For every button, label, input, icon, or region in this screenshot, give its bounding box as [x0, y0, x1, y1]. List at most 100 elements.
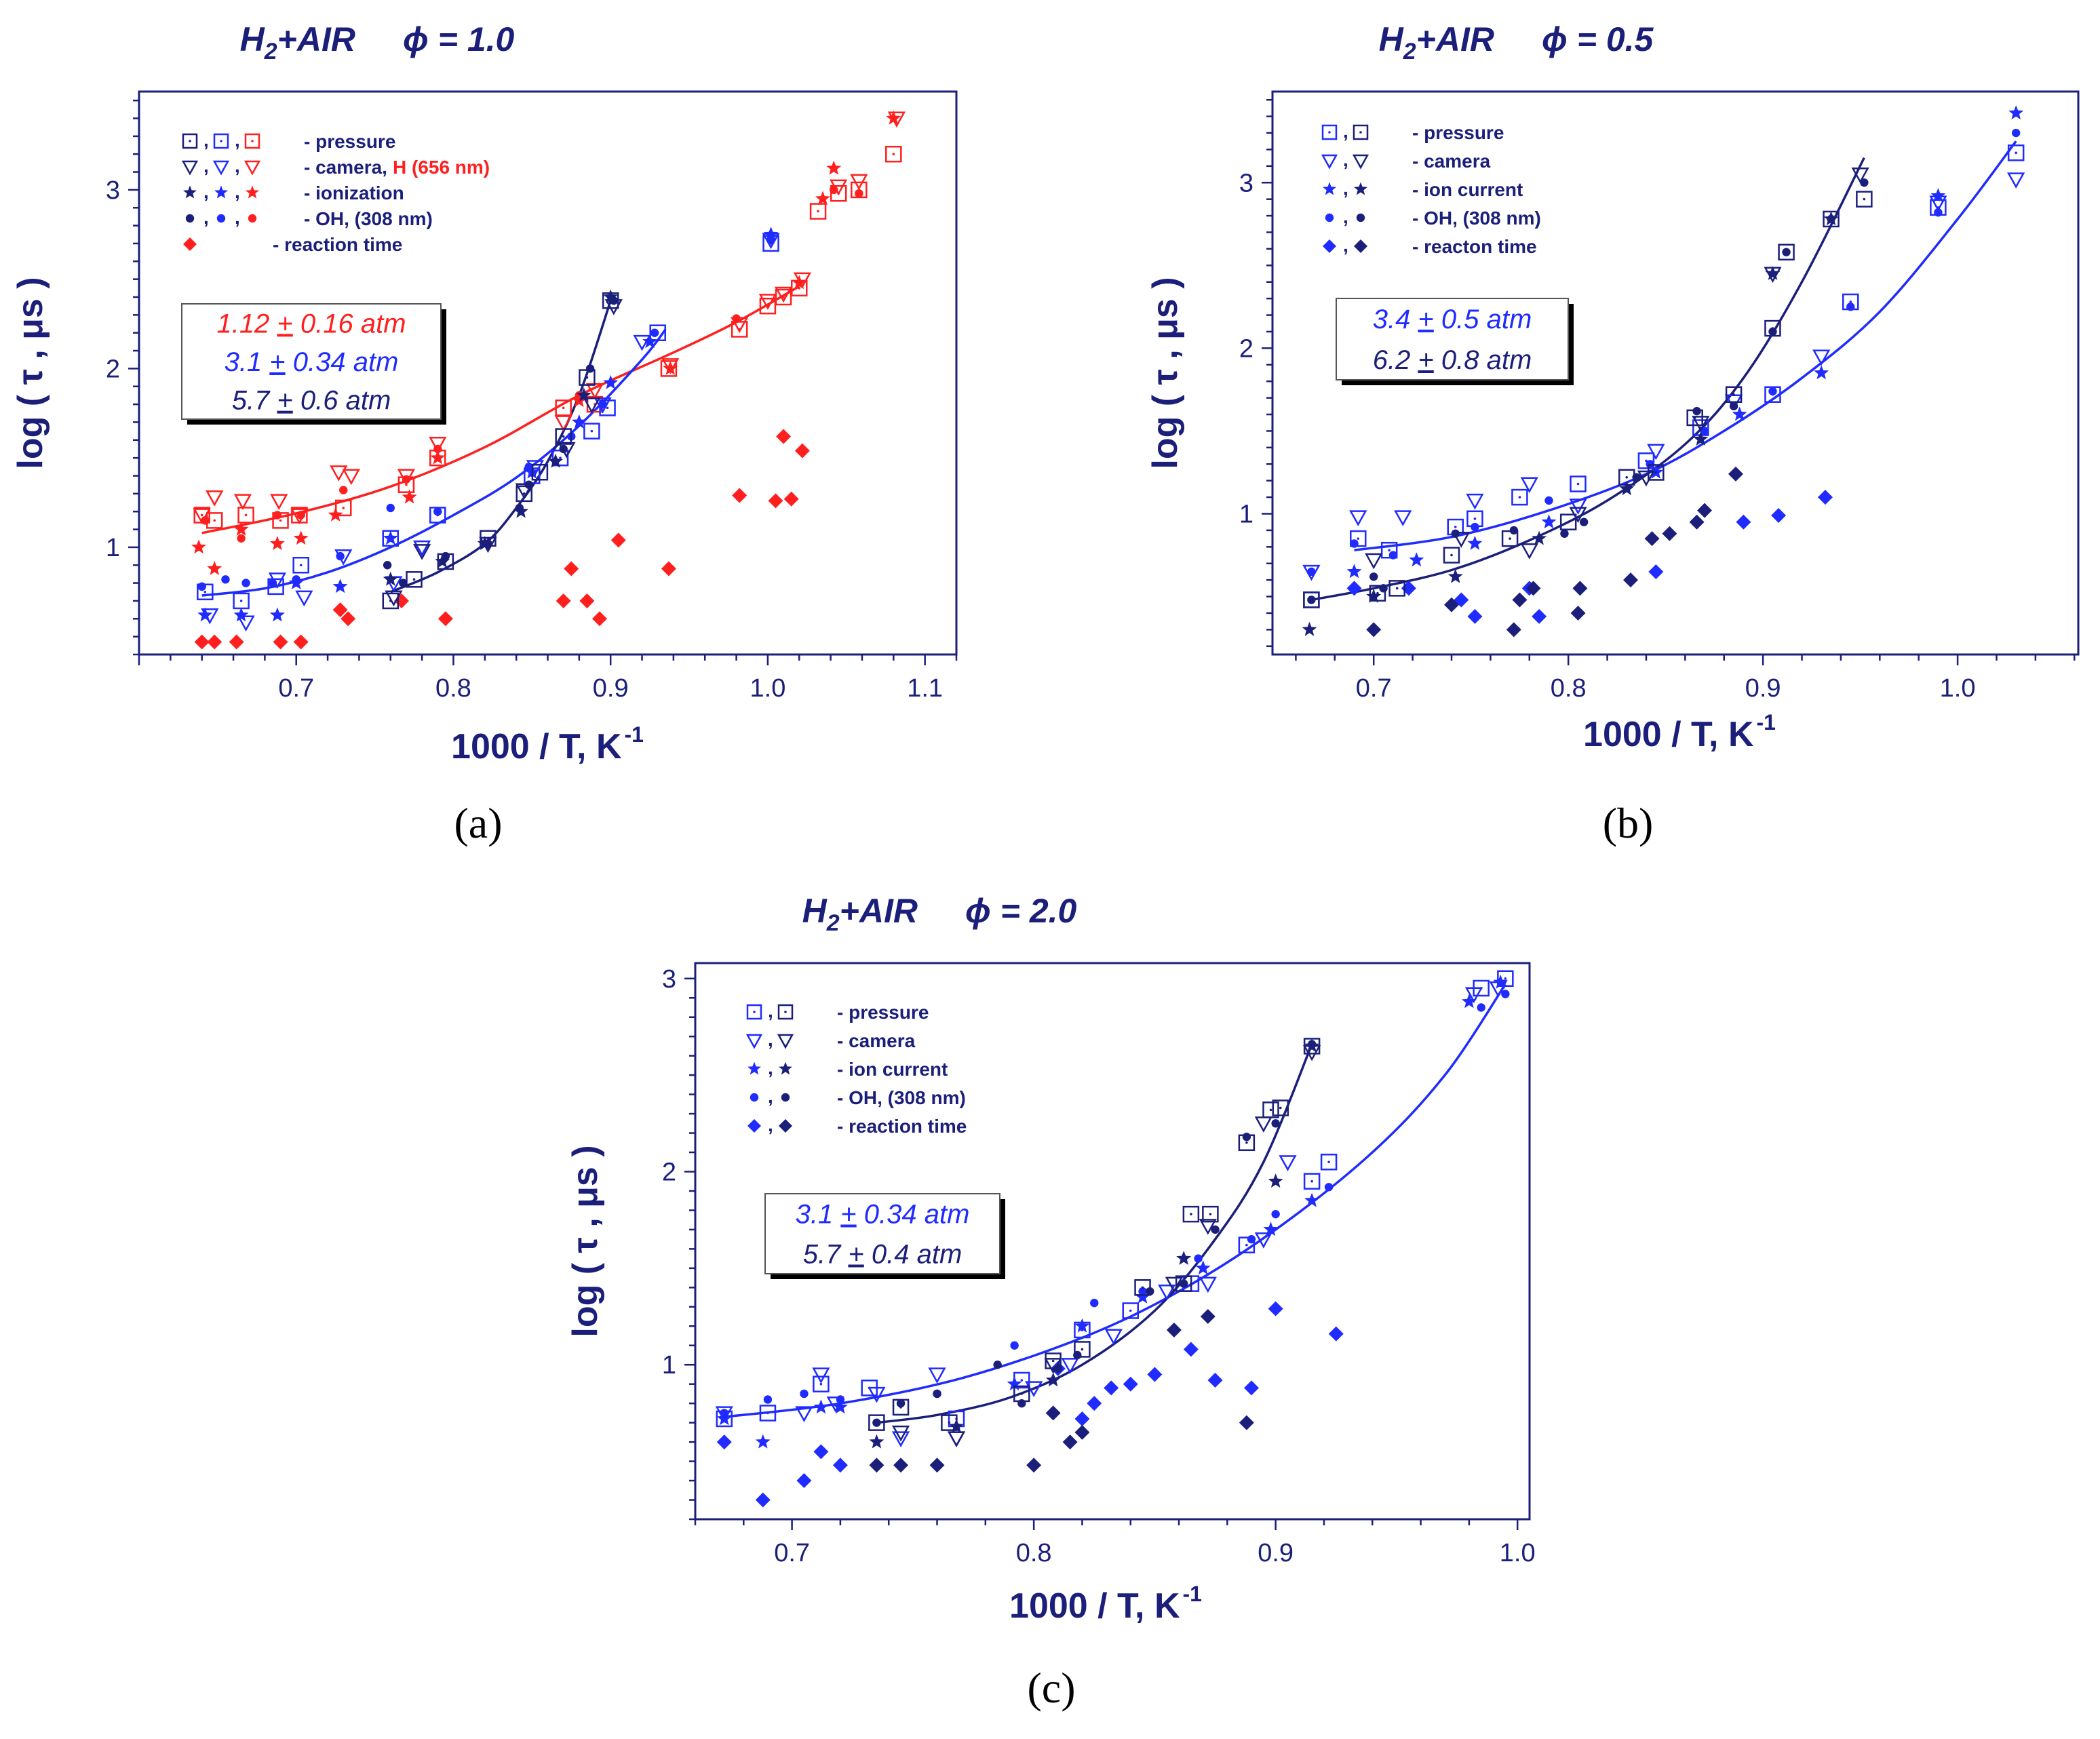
data-point-triangle [868, 1386, 886, 1403]
pressure-box [1336, 298, 1569, 380]
data-point-circle [1782, 248, 1791, 256]
data-point-triangle [397, 469, 416, 486]
data-point-circle [1179, 1279, 1188, 1288]
legend-label: - ionization [304, 182, 404, 203]
x-tick-label: 1.0 [1500, 1539, 1536, 1567]
data-point-diamond [564, 561, 579, 577]
data-point-square [1182, 1205, 1200, 1223]
square-outline [583, 423, 600, 439]
data-series [197, 235, 775, 591]
legend-square-icon [1353, 124, 1369, 140]
data-point-triangle [795, 1406, 813, 1422]
data-point-diamond [1366, 622, 1382, 638]
data-point-square [335, 499, 352, 517]
data-series [1302, 211, 1839, 636]
data-series [869, 1309, 1254, 1473]
x-tick-label: 1.0 [750, 674, 786, 703]
square-center-dot [766, 1411, 769, 1415]
square-outline [1321, 124, 1338, 140]
legend-label-text: - OH, (308 nm) [1412, 208, 1541, 229]
data-point-star [826, 160, 842, 175]
square-center-dot [1863, 197, 1866, 201]
data-point-square [1388, 580, 1405, 597]
legend-circle-icon [185, 214, 195, 223]
square-center-dot [1327, 1160, 1330, 1164]
square-outline [1272, 1099, 1289, 1116]
data-point-triangle [661, 358, 680, 374]
data-point-circle [1271, 1119, 1280, 1128]
pressure-box-value: 5.7 [232, 386, 277, 416]
legend-label: - OH, (308 nm) [1412, 208, 1541, 229]
data-point-diamond [1074, 1411, 1090, 1426]
data-point-diamond [1346, 581, 1362, 596]
data-point-circle [524, 463, 533, 471]
x-tick-label: 0.9 [1258, 1539, 1294, 1567]
data-point-circle [1560, 529, 1569, 538]
data-point-triangle [1104, 1329, 1123, 1346]
legend-label-text: - ionization [304, 182, 404, 203]
data-point-star [2008, 105, 2024, 120]
legend-star-icon [779, 1061, 792, 1075]
square-center-dot [1376, 591, 1379, 595]
pressure-box-value: 6.2 [1373, 345, 1418, 375]
legend-diamond-icon [1323, 239, 1336, 253]
data-point-star [332, 579, 348, 593]
data-point-diamond [869, 1458, 884, 1473]
data-point-diamond [1572, 581, 1588, 596]
data-point-triangle [758, 294, 777, 310]
square-center-dot [299, 564, 303, 567]
data-series [872, 1040, 1317, 1427]
data-point-diamond [661, 561, 676, 577]
data-point-triangle [412, 544, 431, 560]
square-outline [1559, 513, 1577, 530]
plus-minus-sign: + [840, 1200, 856, 1230]
square-center-dot [1310, 1179, 1313, 1183]
plot-frame [694, 962, 1531, 1521]
legend-triangle-icon [181, 160, 199, 176]
data-point-diamond [1728, 466, 1743, 482]
square-center-dot [1051, 1359, 1055, 1363]
data-point-circle [1307, 595, 1316, 604]
square-center-dot [203, 590, 207, 593]
square-outline [868, 1414, 885, 1431]
data-series [201, 233, 780, 632]
data-point-triangle [1061, 1358, 1079, 1374]
square-outline [1074, 1341, 1091, 1358]
y-tick-label: 3 [1239, 169, 1253, 197]
legend-star-icon [183, 185, 197, 199]
square-center-dot [948, 1421, 951, 1424]
data-point-circle [830, 185, 838, 195]
square-outline [213, 133, 229, 149]
x-axis-label: 1000 / T, K -1 [1583, 710, 1776, 754]
legend-diamond-icon [779, 1119, 792, 1133]
data-point-diamond [1244, 1380, 1259, 1396]
data-point-star [197, 607, 213, 622]
square-center-dot [1732, 393, 1735, 396]
data-point-star [1930, 188, 1946, 203]
data-point-circle [650, 328, 659, 337]
data-point-triangle [1520, 477, 1538, 494]
data-point-square [1380, 541, 1398, 559]
legend-label-text: - reaction time [273, 234, 402, 255]
data-point-circle [336, 551, 345, 561]
data-point-triangle [1199, 1276, 1217, 1293]
data-point-diamond [1045, 1405, 1061, 1421]
square-outline [759, 1405, 777, 1422]
square-center-dot [539, 471, 541, 474]
legend-label-text: - camera [1412, 151, 1491, 172]
legend-star-icon [1354, 182, 1367, 195]
title-eq: = 0.5 [1568, 20, 1654, 58]
data-point-triangle [1647, 444, 1665, 461]
chart-title: H2+AIR ϕ = 0.5 [1379, 20, 1654, 64]
data-point-star [576, 387, 591, 402]
square-outline [237, 507, 254, 524]
data-point-diamond [1087, 1396, 1102, 1411]
pressure-box-value: 3.1 [796, 1200, 841, 1230]
data-point-triangle [1158, 1284, 1176, 1301]
data-point-circle [763, 1395, 773, 1404]
square-outline [516, 485, 532, 503]
data-point-star [1461, 994, 1477, 1009]
plot-frame [1271, 90, 2080, 656]
square-outline [1570, 475, 1587, 492]
data-point-triangle [1464, 987, 1483, 1004]
